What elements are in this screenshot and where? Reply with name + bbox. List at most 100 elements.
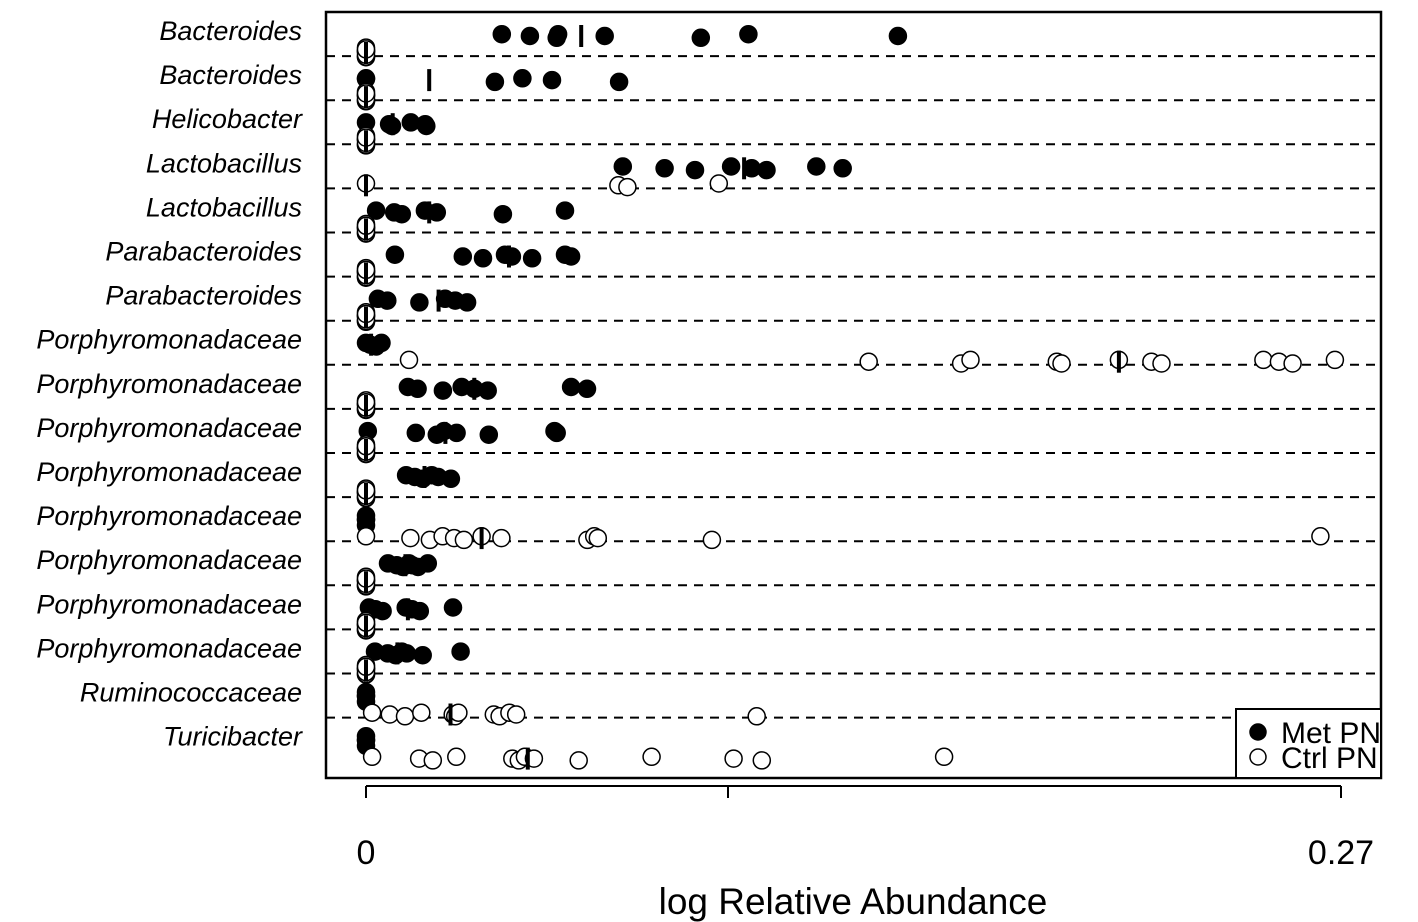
ctrl-point xyxy=(356,527,376,546)
y-tick-label: Porphyromonadaceae xyxy=(36,413,302,443)
met-point xyxy=(595,26,614,46)
met-point xyxy=(453,247,473,266)
met-point xyxy=(418,554,438,573)
met-point xyxy=(479,425,499,444)
met-point xyxy=(577,379,597,399)
y-tick-label: Turicibacter xyxy=(163,722,303,752)
met-point xyxy=(406,423,426,443)
met-point xyxy=(721,157,741,176)
met-point xyxy=(397,644,417,663)
met-point xyxy=(691,28,711,48)
ctrl-point xyxy=(447,747,466,767)
ctrl-point xyxy=(362,747,382,767)
y-tick-label: Lactobacillus xyxy=(146,148,302,178)
met-point xyxy=(372,333,391,353)
met-point xyxy=(447,423,466,443)
ctrl-point xyxy=(859,352,878,371)
met-point xyxy=(833,159,852,178)
ctrl-point xyxy=(618,177,637,197)
met-point xyxy=(417,116,436,136)
x-axis: 0 0.27 log Relative Abundance xyxy=(357,785,1374,922)
x-tick-label-min: 0 xyxy=(357,834,376,872)
met-point xyxy=(655,159,674,178)
met-point xyxy=(413,645,432,665)
ctrl-point xyxy=(423,751,443,770)
met-point xyxy=(385,245,405,264)
ctrl-point xyxy=(961,350,980,370)
ctrl-point xyxy=(401,528,420,548)
met-point xyxy=(392,204,412,224)
y-tick-label: Parabacteroides xyxy=(105,281,302,311)
met-point xyxy=(555,201,575,220)
met-point xyxy=(522,249,542,268)
met-point xyxy=(561,247,581,266)
y-tick-label: Porphyromonadaceae xyxy=(36,501,302,531)
x-tick-label-max: 0.27 xyxy=(1308,834,1374,872)
ctrl-point xyxy=(702,530,722,550)
ctrl-point xyxy=(569,751,588,770)
ctrl-point xyxy=(1052,354,1071,373)
ctrl-point xyxy=(642,747,661,767)
met-point xyxy=(478,381,497,400)
met-point xyxy=(739,24,758,44)
legend-marker-met xyxy=(1249,723,1267,741)
ctrl-point xyxy=(492,528,511,548)
met-point xyxy=(548,24,568,44)
ctrl-point xyxy=(395,707,415,726)
ctrl-point xyxy=(588,528,608,548)
met-point xyxy=(502,247,522,266)
met-point xyxy=(613,157,633,176)
met-point xyxy=(451,642,470,661)
met-point xyxy=(492,24,512,44)
ctrl-point xyxy=(454,530,474,550)
met-point xyxy=(485,72,505,92)
legend-label-met: Met PN xyxy=(1281,717,1381,750)
y-tick-label: Parabacteroides xyxy=(105,237,302,267)
y-tick-label: Porphyromonadaceae xyxy=(36,589,302,619)
ctrl-point xyxy=(747,707,766,726)
ctrl-point xyxy=(709,174,729,193)
ctrl-point xyxy=(380,705,400,724)
met-point xyxy=(408,379,427,399)
met-point xyxy=(520,26,540,46)
ctrl-point xyxy=(399,350,419,370)
met-point xyxy=(473,249,493,268)
ctrl-point xyxy=(934,747,954,767)
legend-label-ctrl: Ctrl PN xyxy=(1281,742,1378,775)
x-axis-title: log Relative Abundance xyxy=(659,881,1048,922)
ctrl-point xyxy=(1152,354,1171,373)
met-point xyxy=(433,381,453,400)
met-point xyxy=(410,601,430,621)
met-point xyxy=(443,598,463,617)
legend: Met PN Ctrl PN xyxy=(1235,708,1382,779)
met-point xyxy=(807,157,826,176)
y-tick-label: Bacteroides xyxy=(159,16,302,46)
legend-marker-ctrl xyxy=(1249,748,1267,766)
met-point xyxy=(685,160,705,180)
y-axis-labels: Bacteroides Bacteroides Helicobacter Lactob… xyxy=(36,16,303,752)
met-point xyxy=(457,293,477,312)
ctrl-point xyxy=(1311,527,1330,546)
plot-frame xyxy=(324,10,1383,780)
met-point xyxy=(888,26,908,46)
y-tick-label: Porphyromonadaceae xyxy=(36,633,302,663)
met-point xyxy=(513,69,532,88)
met-point xyxy=(366,201,386,220)
met-point xyxy=(441,469,461,489)
y-tick-label: Ruminococcaceae xyxy=(80,678,302,708)
met-point xyxy=(378,291,397,310)
met-point xyxy=(410,293,429,312)
met-point xyxy=(493,204,513,224)
met-point xyxy=(757,160,776,180)
y-tick-label: Porphyromonadaceae xyxy=(36,325,302,355)
y-tick-label: Bacteroides xyxy=(159,60,302,90)
ctrl-point xyxy=(362,703,382,722)
met-point xyxy=(373,601,392,621)
ctrl-point xyxy=(724,749,743,768)
met-point xyxy=(609,72,629,92)
met-point xyxy=(561,377,581,397)
ctrl-point xyxy=(1254,350,1273,370)
y-tick-label: Porphyromonadaceae xyxy=(36,369,302,399)
met-point xyxy=(542,70,562,90)
